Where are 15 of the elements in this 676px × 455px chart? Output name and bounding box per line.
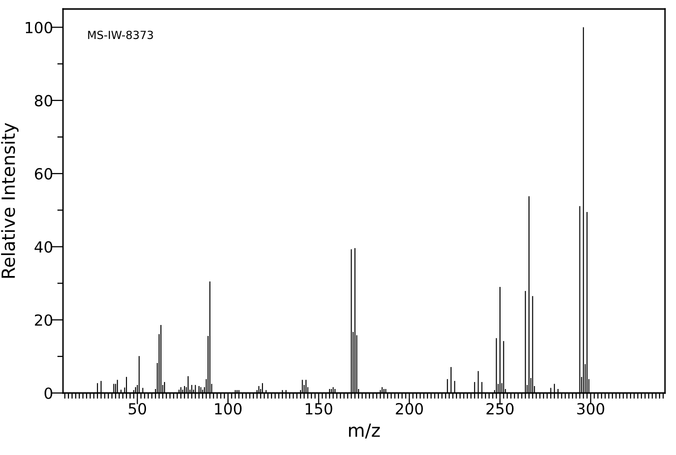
annotation: MS-IW-8373 bbox=[88, 30, 153, 40]
y-tick-label: 60 bbox=[34, 168, 52, 180]
x-tick-label: 150 bbox=[306, 402, 332, 415]
x-axis-title: m/z bbox=[349, 424, 380, 438]
y-tick-label: 40 bbox=[34, 241, 52, 253]
y-axis-title: Relative Intensity bbox=[1, 122, 19, 278]
y-tick-label: 80 bbox=[34, 94, 52, 106]
x-tick-label: 250 bbox=[486, 402, 514, 415]
x-tick-label: 100 bbox=[215, 402, 242, 415]
x-tick-label: 300 bbox=[577, 402, 604, 415]
x-tick-label: 200 bbox=[396, 402, 423, 415]
x-tick-label: 50 bbox=[128, 402, 146, 415]
y-tick-label: 100 bbox=[26, 22, 52, 34]
y-tick-label: 20 bbox=[34, 314, 52, 326]
y-tick-label: 0 bbox=[44, 387, 52, 400]
